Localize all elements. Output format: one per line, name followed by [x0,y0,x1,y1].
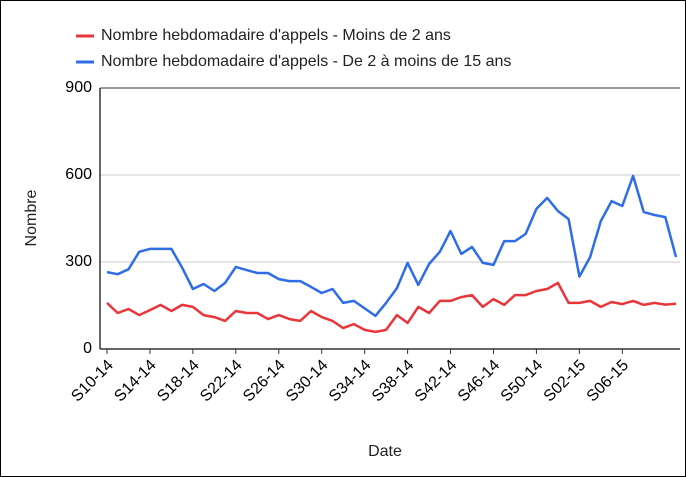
legend-label: Nombre hebdomadaire d'appels - De 2 à mo… [101,53,511,70]
x-axis-label: Date [368,443,402,460]
y-axis-label: Nombre [23,189,40,246]
y-tick-label: 600 [65,166,92,183]
legend-label: Nombre hebdomadaire d'appels - Moins de … [101,27,451,44]
series-line [106,174,678,318]
y-tick-label: 0 [83,340,92,357]
series-line [106,281,677,334]
y-tick-label: 300 [65,253,92,270]
y-tick-label: 900 [65,79,92,96]
